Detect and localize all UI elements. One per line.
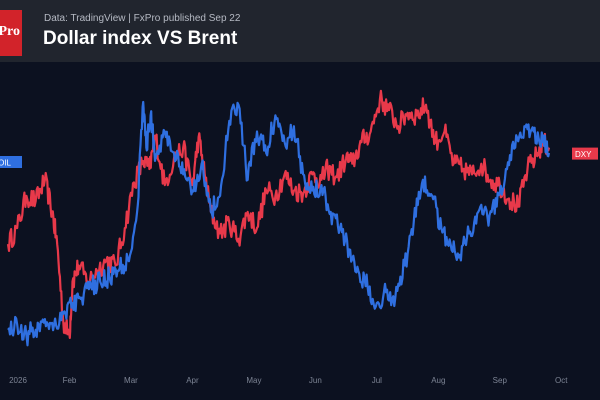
- x-axis: 2026 Feb Mar Apr May Jun Jul Aug Sep Oct: [9, 376, 568, 385]
- series-line-ukoil: [7, 100, 551, 347]
- x-tick-label: 2026: [9, 376, 27, 385]
- legend-tag-label-dxy: DXY: [575, 150, 592, 159]
- x-tick-label: Jul: [372, 376, 382, 385]
- x-tick-label: Feb: [63, 376, 77, 385]
- x-tick-label: Oct: [555, 376, 568, 385]
- x-tick-label: Mar: [124, 376, 138, 385]
- legend-tag-dxy: DXY: [572, 147, 598, 160]
- legend-tag-label-ukoil: UKOIL: [0, 159, 12, 168]
- x-tick-label: Apr: [186, 376, 199, 385]
- chart-header: FxPro Data: TradingView | FxPro publishe…: [0, 0, 600, 62]
- fxpro-logo: FxPro: [0, 10, 22, 56]
- x-tick-label: May: [246, 376, 261, 385]
- x-tick-label: Jun: [309, 376, 322, 385]
- series-layer: [6, 89, 551, 347]
- dxy-vs-brent-line-chart: DXY UKOIL 2026 Feb Mar Apr May Jun Jul Aug Sep Oct: [0, 89, 598, 385]
- legend-tag-ukoil: UKOIL: [0, 156, 22, 168]
- x-tick-label: Aug: [431, 376, 445, 385]
- chart-title: Dollar index VS Brent: [43, 28, 238, 49]
- series-line-dxy: [6, 89, 551, 339]
- fxpro-logo-text: FxPro: [0, 24, 20, 39]
- axis-tag-layer: DXY UKOIL: [0, 147, 598, 168]
- x-tick-label: Sep: [493, 376, 508, 385]
- source-line: Data: TradingView | FxPro published Sep …: [44, 13, 241, 24]
